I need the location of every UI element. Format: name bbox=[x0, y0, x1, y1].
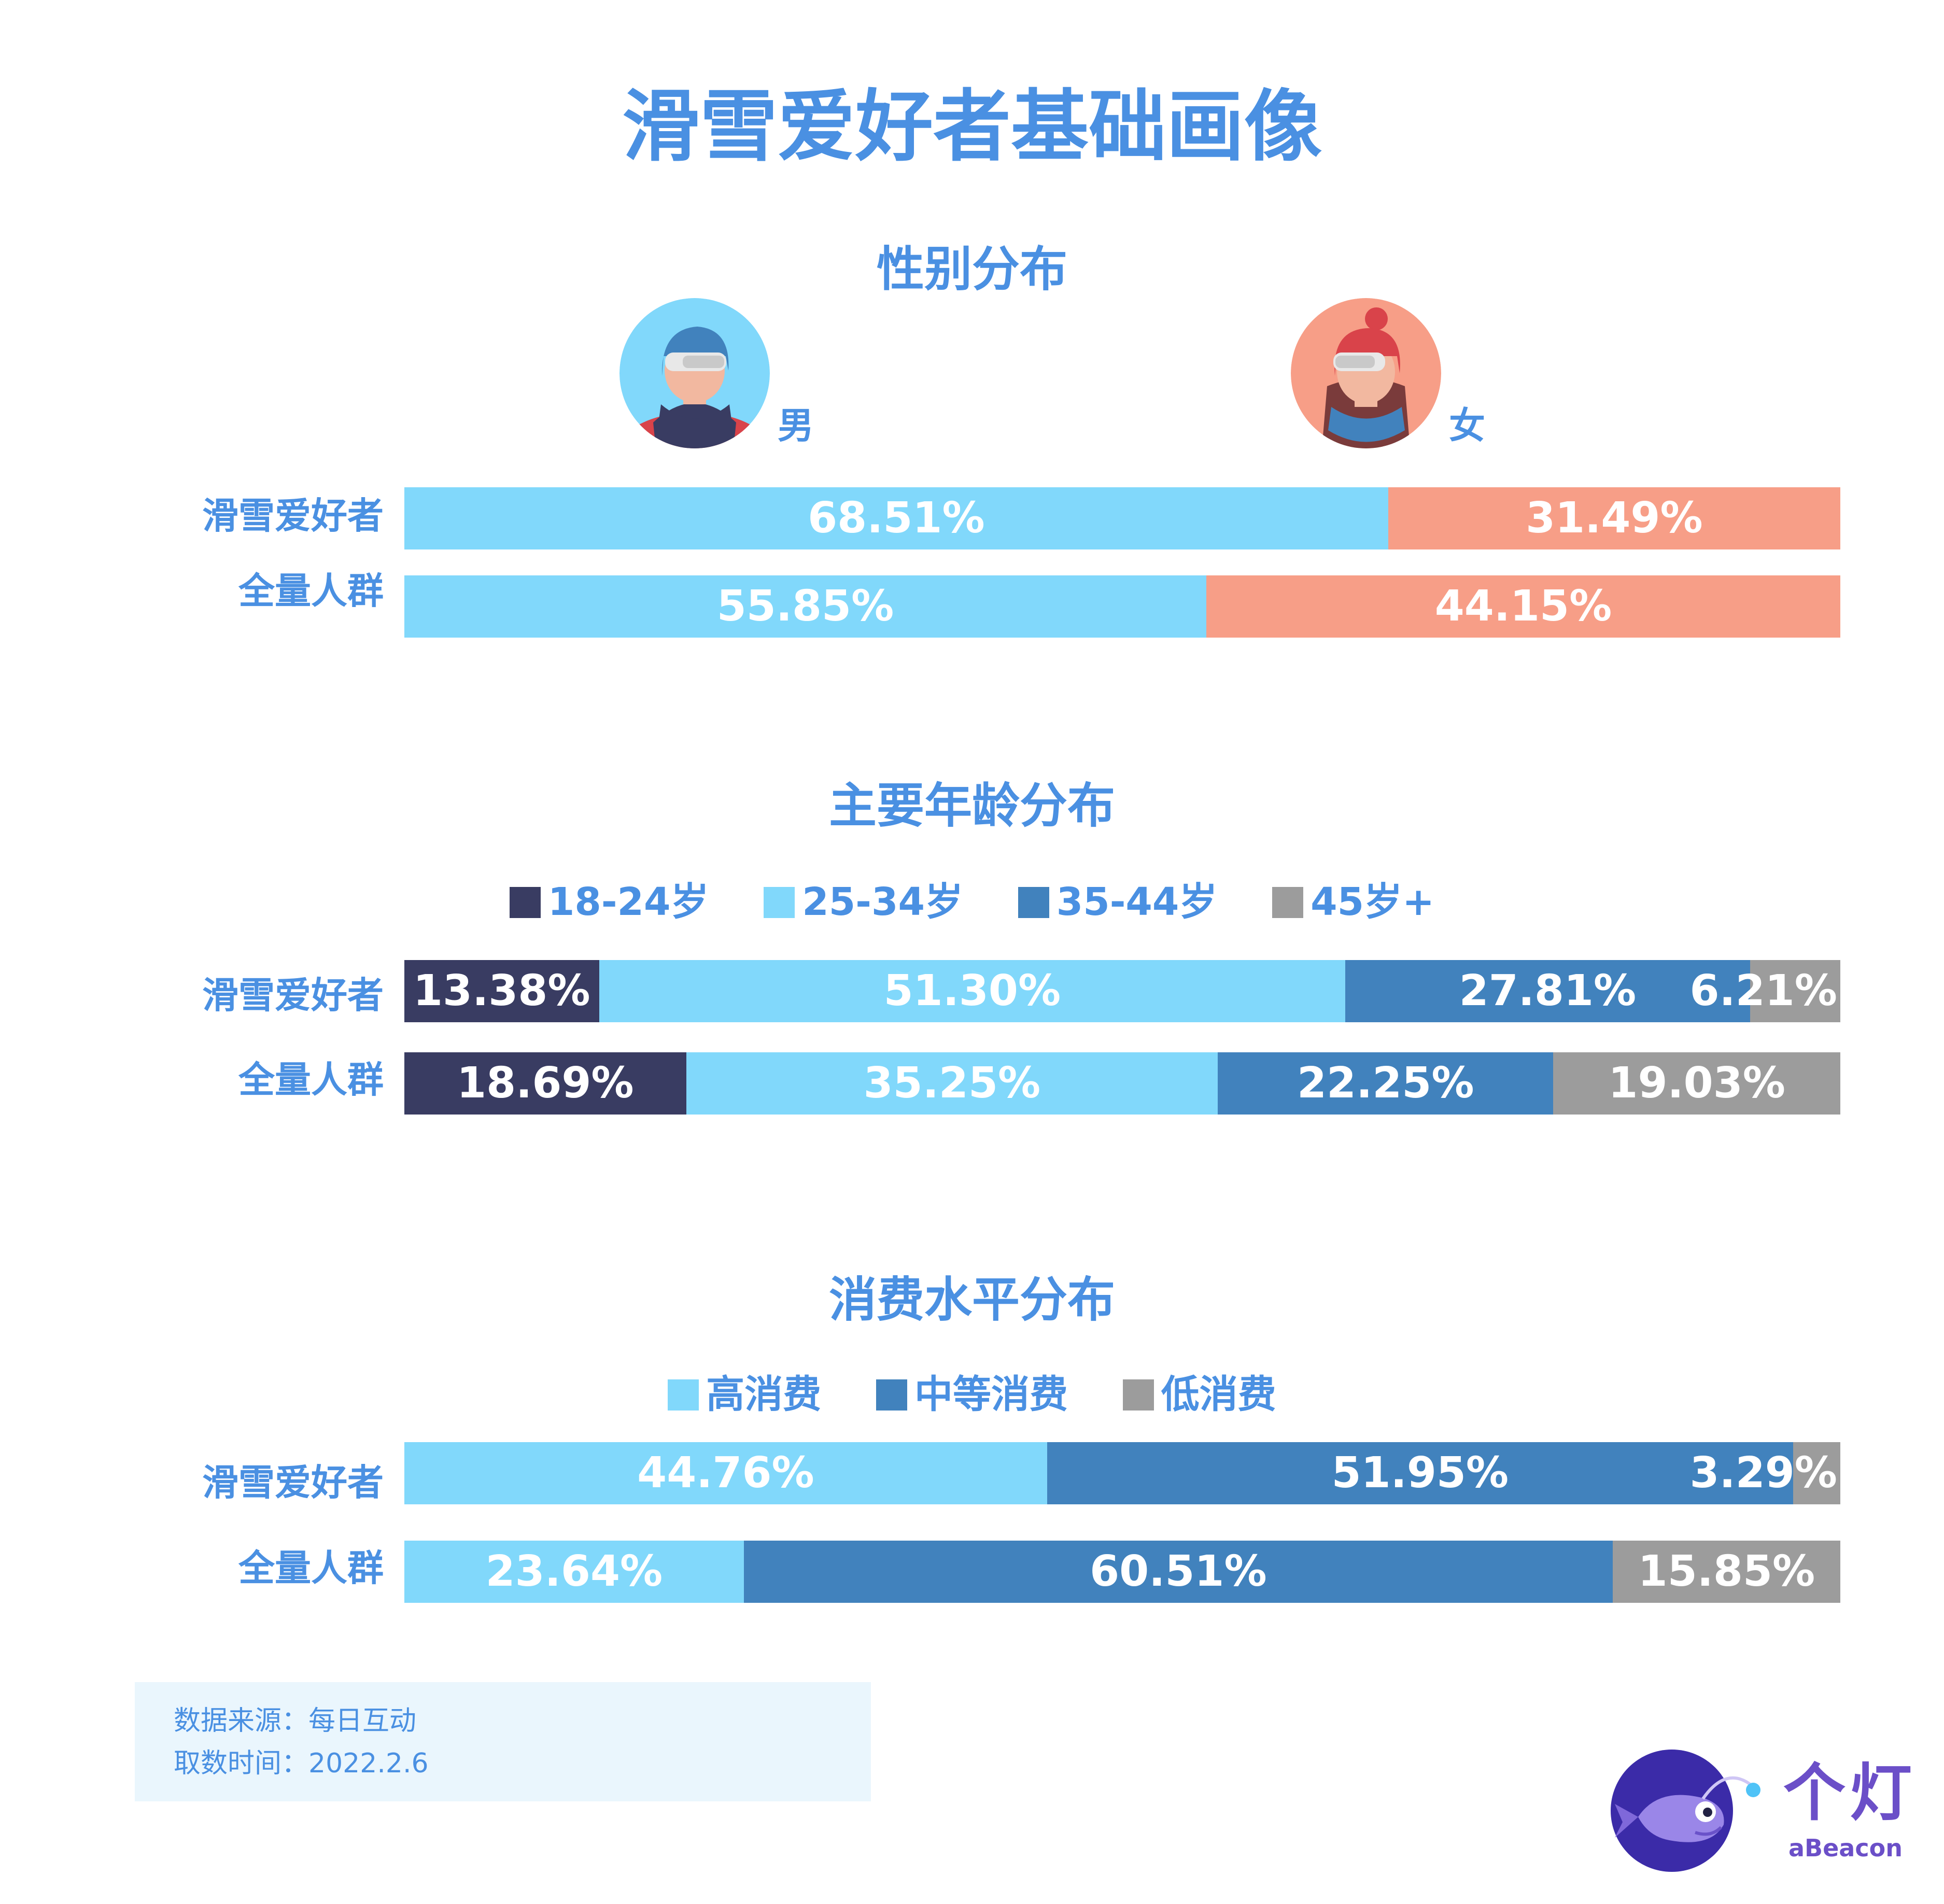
legend-item-18-24: 18-24岁 bbox=[509, 876, 709, 928]
row-label-skiers-spending: 滑雪爱好者 bbox=[202, 1461, 384, 1504]
data-label: 23.64% bbox=[485, 1547, 663, 1596]
data-label: 35.25% bbox=[863, 1059, 1041, 1108]
legend-swatch bbox=[764, 887, 795, 918]
bar-segment-age-25-34: 35.25% bbox=[686, 1052, 1218, 1115]
data-label: 31.49% bbox=[1526, 493, 1703, 543]
gender-bar-all: 55.85% 44.15% bbox=[404, 575, 1840, 638]
male-skier-avatar-icon bbox=[619, 298, 770, 448]
bar-segment-high: 23.64% bbox=[404, 1541, 744, 1603]
data-label: 44.76% bbox=[637, 1448, 814, 1498]
data-label: 55.85% bbox=[716, 582, 894, 631]
legend-label: 高消费 bbox=[706, 1372, 822, 1417]
gender-section-title: 性别分布 bbox=[876, 242, 1067, 297]
legend-item-25-34: 25-34岁 bbox=[764, 876, 963, 928]
bar-segment-female: 31.49% bbox=[1388, 487, 1840, 549]
bar-segment-age-45-plus: 6.21% bbox=[1689, 960, 1840, 1022]
bar-segment-age-18-24: 13.38% bbox=[404, 960, 599, 1022]
bar-segment-high: 44.76% bbox=[404, 1442, 1047, 1504]
bar-segment-male: 55.85% bbox=[404, 575, 1207, 638]
age-legend: 18-24岁 25-34岁 35-44岁 45岁+ bbox=[0, 876, 1944, 928]
bar-segment-male: 68.51% bbox=[404, 487, 1388, 549]
abeacon-fish-logo-icon bbox=[1611, 1750, 1760, 1872]
data-label: 51.30% bbox=[883, 966, 1061, 1016]
female-skier-avatar-icon bbox=[1291, 298, 1441, 448]
legend-item-45-plus: 45岁+ bbox=[1272, 876, 1434, 928]
spending-section-title: 消费水平分布 bbox=[828, 1272, 1115, 1328]
data-label: 51.95% bbox=[1331, 1448, 1509, 1498]
legend-label: 35-44岁 bbox=[1056, 880, 1218, 924]
legend-item-high: 高消费 bbox=[668, 1369, 821, 1420]
legend-swatch bbox=[668, 1379, 699, 1411]
bar-segment-female: 44.15% bbox=[1206, 575, 1840, 638]
page-title: 滑雪爱好者基础画像 bbox=[622, 82, 1322, 172]
male-label: 男 bbox=[778, 404, 814, 447]
data-label: 22.25% bbox=[1297, 1059, 1474, 1108]
female-label: 女 bbox=[1449, 404, 1485, 447]
source-line: 数据来源：每日互动 bbox=[174, 1705, 417, 1737]
row-label-all-gender: 全量人群 bbox=[238, 570, 384, 612]
row-label-all-age: 全量人群 bbox=[238, 1059, 384, 1101]
row-label-all-spending: 全量人群 bbox=[238, 1547, 384, 1589]
legend-item-low: 低消费 bbox=[1122, 1369, 1276, 1420]
brand-name-en: aBeacon bbox=[1788, 1834, 1903, 1862]
bar-segment-age-25-34: 51.30% bbox=[599, 960, 1346, 1022]
source-box: 数据来源：每日互动 取数时间：2022.2.6 bbox=[135, 1682, 871, 1801]
data-label: 3.29% bbox=[1689, 1448, 1837, 1498]
bar-segment-age-18-24: 18.69% bbox=[404, 1052, 686, 1115]
age-bar-skiers: 13.38% 51.30% 27.81% 6.21% bbox=[404, 960, 1840, 1022]
legend-label: 18-24岁 bbox=[547, 880, 709, 924]
data-label: 68.51% bbox=[808, 493, 985, 543]
row-label-skiers-gender: 滑雪爱好者 bbox=[202, 495, 384, 537]
age-section-title: 主要年龄分布 bbox=[828, 778, 1115, 834]
spending-bar-skiers: 44.76% 51.95% 3.29% bbox=[404, 1442, 1840, 1504]
data-label: 27.81% bbox=[1459, 966, 1637, 1016]
data-label: 13.38% bbox=[413, 966, 590, 1016]
brand-name-cn: 个灯 bbox=[1783, 1757, 1916, 1829]
bar-segment-low: 3.29% bbox=[1689, 1442, 1840, 1504]
bar-segment-mid: 60.51% bbox=[743, 1541, 1613, 1603]
data-label: 6.21% bbox=[1689, 966, 1837, 1016]
data-label: 15.85% bbox=[1638, 1547, 1815, 1596]
data-label: 60.51% bbox=[1090, 1547, 1267, 1596]
bar-segment-age-35-44: 27.81% bbox=[1345, 960, 1750, 1022]
row-label-skiers-age: 滑雪爱好者 bbox=[202, 974, 384, 1017]
legend-swatch bbox=[1122, 1379, 1154, 1411]
bar-segment-age-45-plus: 19.03% bbox=[1553, 1052, 1840, 1115]
date-line: 取数时间：2022.2.6 bbox=[174, 1748, 429, 1779]
legend-swatch bbox=[1018, 887, 1049, 918]
data-label: 19.03% bbox=[1608, 1059, 1785, 1108]
spending-bar-all: 23.64% 60.51% 15.85% bbox=[404, 1541, 1840, 1603]
legend-label: 25-34岁 bbox=[802, 880, 963, 924]
legend-swatch bbox=[509, 887, 541, 918]
legend-label: 低消费 bbox=[1161, 1372, 1276, 1417]
spending-legend: 高消费 中等消费 低消费 bbox=[0, 1369, 1944, 1420]
data-label: 18.69% bbox=[457, 1059, 634, 1108]
gender-bar-skiers: 68.51% 31.49% bbox=[404, 487, 1840, 549]
legend-item-mid: 中等消费 bbox=[876, 1369, 1068, 1420]
legend-item-35-44: 35-44岁 bbox=[1018, 876, 1218, 928]
age-bar-all: 18.69% 35.25% 22.25% 19.03% bbox=[404, 1052, 1840, 1115]
legend-label: 45岁+ bbox=[1311, 880, 1435, 924]
legend-label: 中等消费 bbox=[914, 1372, 1068, 1417]
bar-segment-age-35-44: 22.25% bbox=[1218, 1052, 1554, 1115]
data-label: 44.15% bbox=[1434, 582, 1612, 631]
legend-swatch bbox=[876, 1379, 907, 1411]
bar-segment-low: 15.85% bbox=[1612, 1541, 1840, 1603]
legend-swatch bbox=[1272, 887, 1304, 918]
bar-segment-mid: 51.95% bbox=[1047, 1442, 1793, 1504]
